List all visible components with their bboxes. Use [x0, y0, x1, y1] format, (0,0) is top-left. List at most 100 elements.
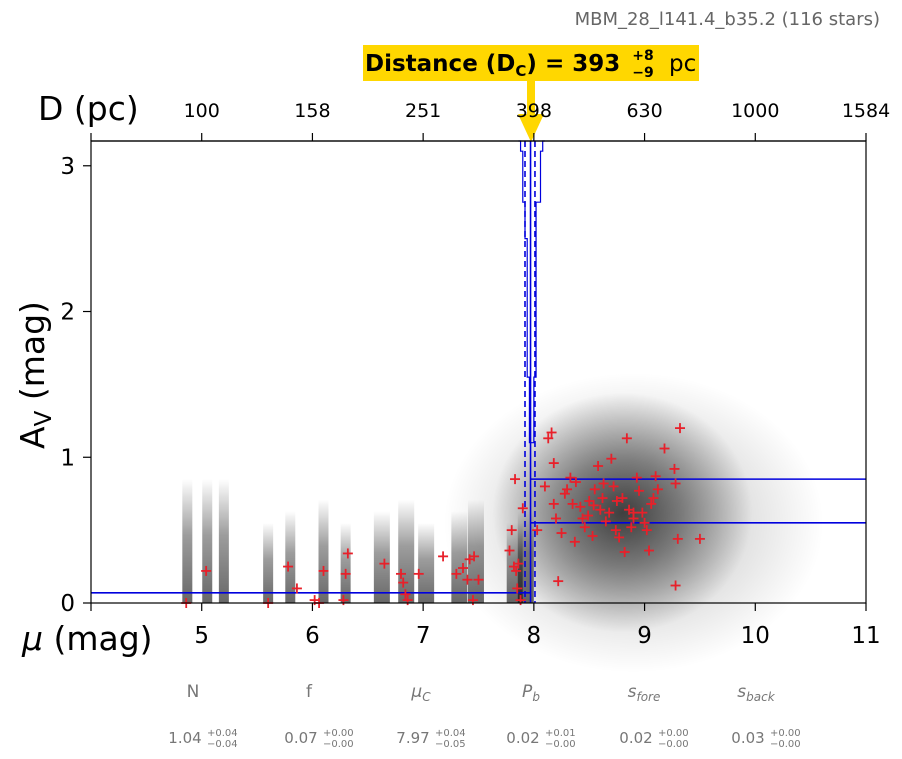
param-symbol: P [522, 682, 533, 702]
density-streak-foreground [182, 479, 193, 603]
param-subscript: back [746, 690, 776, 704]
star-marker [291, 583, 302, 594]
param-name: μC [410, 682, 431, 704]
star-marker [579, 522, 590, 533]
star-marker [595, 504, 606, 515]
density-streak-foreground [318, 499, 329, 603]
star-marker [675, 423, 685, 434]
source-label: MBM_28_l141.4_b35.2 (116 stars) [575, 9, 880, 30]
star-marker [577, 513, 588, 524]
star-marker [201, 565, 212, 576]
top-tick-label: 1000 [731, 100, 779, 122]
x-tick-label: 11 [851, 623, 880, 649]
param-value: 0.02 [619, 729, 652, 747]
param-symbol: s [737, 682, 746, 702]
star-marker [506, 525, 517, 536]
star-marker [659, 443, 670, 454]
param-minus-error: −0.00 [545, 739, 576, 750]
star-marker [342, 548, 353, 559]
star-marker [532, 525, 543, 536]
param-name: sfore [628, 682, 661, 704]
y-tick-label: 2 [60, 300, 75, 326]
star-marker [562, 484, 573, 495]
density-streak-foreground [467, 499, 484, 603]
star-marker [398, 577, 409, 588]
x-tick-label: 6 [305, 623, 320, 649]
star-marker [517, 503, 528, 514]
star-marker [621, 433, 632, 444]
distance-text: Distance (DC) = 393 [365, 51, 620, 80]
y-tick-label: 0 [60, 591, 75, 617]
star-marker [650, 471, 661, 482]
star-marker [504, 545, 515, 556]
density-streak-foreground [451, 511, 468, 603]
star-marker [567, 498, 578, 509]
param-value: 7.97 [396, 729, 429, 747]
top-tick-label: 251 [405, 100, 441, 122]
top-tick-label: 100 [184, 100, 220, 122]
param-plus-error: +0.04 [207, 728, 238, 739]
star-marker [565, 472, 576, 483]
star-marker [593, 461, 604, 472]
param-minus-error: −0.00 [770, 739, 801, 750]
param-name: f [306, 682, 313, 702]
param-symbol: s [628, 682, 637, 702]
param-minus-error: −0.00 [323, 739, 354, 750]
star-marker [473, 574, 484, 585]
star-marker [379, 558, 390, 569]
param-value: 0.03 [731, 729, 764, 747]
star-marker [648, 493, 659, 504]
x-tick-label: 8 [527, 623, 542, 649]
star-marker [670, 580, 681, 591]
fit-lines [91, 141, 866, 603]
star-marker [588, 500, 599, 511]
star-marker [340, 568, 351, 579]
star-marker [543, 433, 554, 444]
star-marker [583, 510, 594, 521]
star-marker [546, 427, 557, 438]
param-symbol: μ [410, 682, 422, 702]
star-marker [551, 513, 561, 524]
param-plus-error: +0.04 [435, 728, 466, 739]
param-plus-error: +0.00 [323, 728, 354, 739]
param-symbol: f [306, 682, 313, 702]
star-marker [634, 485, 645, 496]
param-minus-error: −0.00 [658, 739, 689, 750]
param-value: 1.04 [168, 729, 201, 747]
param-subscript: b [532, 690, 540, 704]
star-marker [318, 565, 329, 576]
distance-banner [363, 45, 699, 81]
x-tick-label: 10 [741, 623, 770, 649]
star-marker [646, 498, 657, 509]
top-tick-label: 630 [626, 100, 662, 122]
density-streak-foreground [218, 479, 229, 603]
x-axis-label: μ (mag) [21, 619, 153, 658]
distance-prefix: Distance (D [365, 51, 515, 77]
param-name: sback [737, 682, 775, 704]
param-subscript: fore [636, 690, 660, 704]
distance-minus: −9 [632, 65, 653, 81]
star-marker [451, 568, 462, 579]
star-marker [652, 484, 663, 495]
star-marker [548, 458, 559, 469]
star-marker [631, 472, 642, 483]
density-streak-foreground [202, 479, 213, 603]
star-marker [510, 474, 521, 485]
star-marker [396, 568, 406, 579]
distance-eq: ) = 393 [526, 51, 620, 77]
star-marker [619, 546, 630, 557]
density-streak-foreground [373, 511, 390, 603]
density-streak-foreground [285, 511, 296, 603]
top-tick-label: 158 [294, 100, 330, 122]
star-marker [539, 481, 550, 492]
star-marker [569, 536, 580, 547]
star-marker [400, 589, 411, 600]
star-marker [513, 558, 524, 569]
distance-sub: C [515, 62, 526, 80]
star-marker [611, 495, 622, 506]
distance-plus: +8 [632, 48, 653, 64]
star-marker [628, 507, 639, 518]
star-marker [458, 563, 468, 574]
star-marker [600, 516, 611, 527]
